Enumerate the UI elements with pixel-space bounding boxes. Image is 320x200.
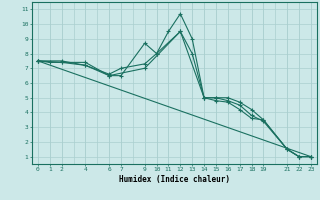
X-axis label: Humidex (Indice chaleur): Humidex (Indice chaleur) [119,175,230,184]
